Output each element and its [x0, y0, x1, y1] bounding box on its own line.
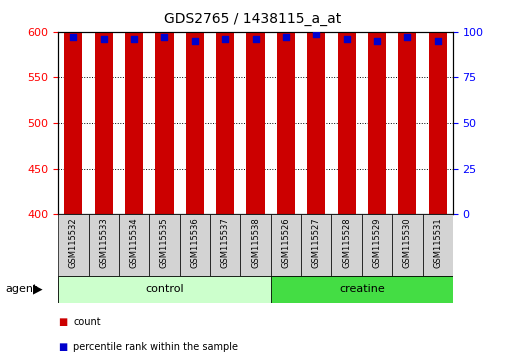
Bar — [391, 214, 422, 276]
Bar — [337, 0, 355, 214]
Text: GSM115537: GSM115537 — [220, 217, 229, 268]
Point — [130, 36, 138, 42]
Bar — [361, 214, 391, 276]
Text: percentile rank within the sample: percentile rank within the sample — [73, 342, 238, 352]
Point — [281, 34, 289, 40]
Bar — [58, 276, 270, 303]
Point — [433, 38, 441, 44]
Point — [251, 36, 259, 42]
Text: GSM115531: GSM115531 — [432, 217, 441, 268]
Point — [99, 36, 108, 42]
Text: count: count — [73, 317, 101, 327]
Bar — [58, 214, 88, 276]
Text: GSM115536: GSM115536 — [190, 217, 199, 268]
Text: GSM115527: GSM115527 — [311, 217, 320, 268]
Text: GSM115532: GSM115532 — [69, 217, 78, 268]
Point — [221, 36, 229, 42]
Bar — [422, 214, 452, 276]
Bar — [125, 0, 143, 214]
Text: agent: agent — [5, 284, 37, 295]
Text: GSM115529: GSM115529 — [372, 217, 381, 268]
Point — [342, 36, 350, 42]
Point — [402, 34, 411, 40]
Bar — [397, 0, 416, 214]
Point — [372, 38, 380, 44]
Text: GDS2765 / 1438115_a_at: GDS2765 / 1438115_a_at — [164, 12, 341, 27]
Bar — [179, 214, 210, 276]
Bar — [64, 0, 82, 214]
Bar — [216, 0, 234, 214]
Text: GSM115530: GSM115530 — [402, 217, 411, 268]
Bar — [246, 0, 264, 214]
Bar — [88, 214, 119, 276]
Text: GSM115528: GSM115528 — [341, 217, 350, 268]
Bar — [94, 0, 113, 214]
Bar — [119, 214, 149, 276]
Bar — [367, 0, 385, 214]
Text: control: control — [145, 284, 183, 295]
Text: GSM115534: GSM115534 — [129, 217, 138, 268]
Text: GSM115535: GSM115535 — [160, 217, 169, 268]
Point — [69, 34, 77, 40]
Point — [190, 38, 198, 44]
Bar — [307, 0, 325, 214]
Bar — [270, 276, 452, 303]
Bar — [428, 0, 446, 214]
Bar — [240, 214, 270, 276]
Bar — [270, 214, 300, 276]
Text: GSM115538: GSM115538 — [250, 217, 260, 268]
Text: GSM115533: GSM115533 — [99, 217, 108, 268]
Bar — [210, 214, 240, 276]
Bar — [155, 0, 173, 214]
Bar — [331, 214, 361, 276]
Text: ■: ■ — [58, 342, 67, 352]
Text: GSM115526: GSM115526 — [281, 217, 290, 268]
Point — [160, 34, 168, 40]
Bar — [185, 0, 204, 214]
Text: creatine: creatine — [338, 284, 384, 295]
Text: ▶: ▶ — [33, 283, 43, 296]
Bar — [276, 0, 294, 214]
Bar — [300, 214, 331, 276]
Text: ■: ■ — [58, 317, 67, 327]
Point — [312, 31, 320, 36]
Bar — [149, 214, 179, 276]
